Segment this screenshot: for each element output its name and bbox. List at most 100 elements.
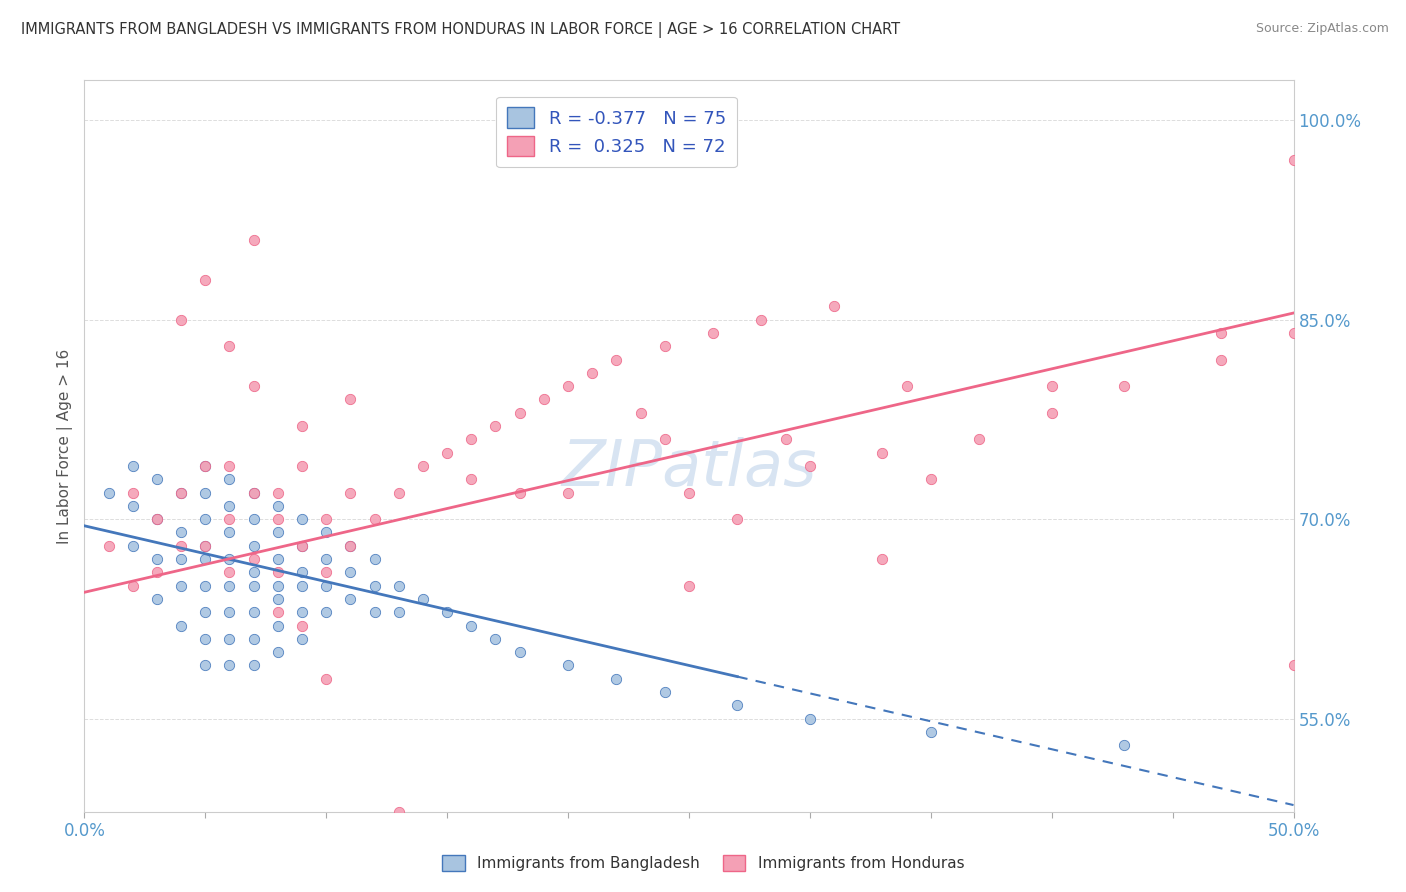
Point [218,525,240,540]
Point [242,566,264,580]
Point [146,566,169,580]
Point [605,672,627,686]
Point [194,605,217,619]
Point [194,458,217,473]
Point [315,525,337,540]
Point [170,618,193,632]
Point [967,433,990,447]
Point [436,605,458,619]
Point [267,499,290,513]
Point [291,579,314,593]
Point [678,485,700,500]
Point [218,632,240,646]
Point [218,566,240,580]
Point [363,579,385,593]
Y-axis label: In Labor Force | Age > 16: In Labor Force | Age > 16 [58,349,73,543]
Point [242,605,264,619]
Point [339,539,361,553]
Point [509,485,531,500]
Point [388,579,411,593]
Point [605,352,627,367]
Point [218,552,240,566]
Point [775,433,797,447]
Point [194,273,217,287]
Point [388,805,411,819]
Point [291,419,314,434]
Point [121,458,143,473]
Point [460,618,482,632]
Point [339,392,361,407]
Point [799,458,821,473]
Point [315,512,337,526]
Point [339,485,361,500]
Point [146,512,169,526]
Point [1209,326,1232,340]
Point [1282,326,1305,340]
Point [460,472,482,486]
Point [242,632,264,646]
Point [267,591,290,606]
Point [267,605,290,619]
Point [363,605,385,619]
Point [509,645,531,659]
Point [291,512,314,526]
Point [218,605,240,619]
Point [170,312,193,326]
Point [170,579,193,593]
Point [242,658,264,673]
Point [121,579,143,593]
Point [484,632,506,646]
Point [267,645,290,659]
Point [363,552,385,566]
Point [920,725,942,739]
Point [678,579,700,593]
Point [509,406,531,420]
Point [436,445,458,459]
Point [242,539,264,553]
Point [896,379,918,393]
Point [218,458,240,473]
Point [194,552,217,566]
Point [920,472,942,486]
Point [194,485,217,500]
Point [242,233,264,247]
Point [291,566,314,580]
Point [121,499,143,513]
Point [291,632,314,646]
Text: IMMIGRANTS FROM BANGLADESH VS IMMIGRANTS FROM HONDURAS IN LABOR FORCE | AGE > 16: IMMIGRANTS FROM BANGLADESH VS IMMIGRANTS… [21,22,900,38]
Point [194,539,217,553]
Point [146,512,169,526]
Point [654,433,676,447]
Point [218,512,240,526]
Point [218,579,240,593]
Point [267,579,290,593]
Point [581,366,603,380]
Point [339,539,361,553]
Point [412,591,434,606]
Point [315,605,337,619]
Point [872,552,894,566]
Point [121,485,143,500]
Point [291,458,314,473]
Point [146,472,169,486]
Point [412,458,434,473]
Point [194,658,217,673]
Point [315,672,337,686]
Point [1282,658,1305,673]
Point [242,485,264,500]
Point [146,591,169,606]
Point [218,658,240,673]
Point [218,499,240,513]
Point [267,485,290,500]
Point [242,485,264,500]
Point [1040,379,1063,393]
Point [218,472,240,486]
Point [242,512,264,526]
Point [751,312,773,326]
Legend: Immigrants from Bangladesh, Immigrants from Honduras: Immigrants from Bangladesh, Immigrants f… [436,849,970,877]
Point [170,552,193,566]
Point [702,326,724,340]
Point [1040,406,1063,420]
Point [725,698,748,713]
Point [194,512,217,526]
